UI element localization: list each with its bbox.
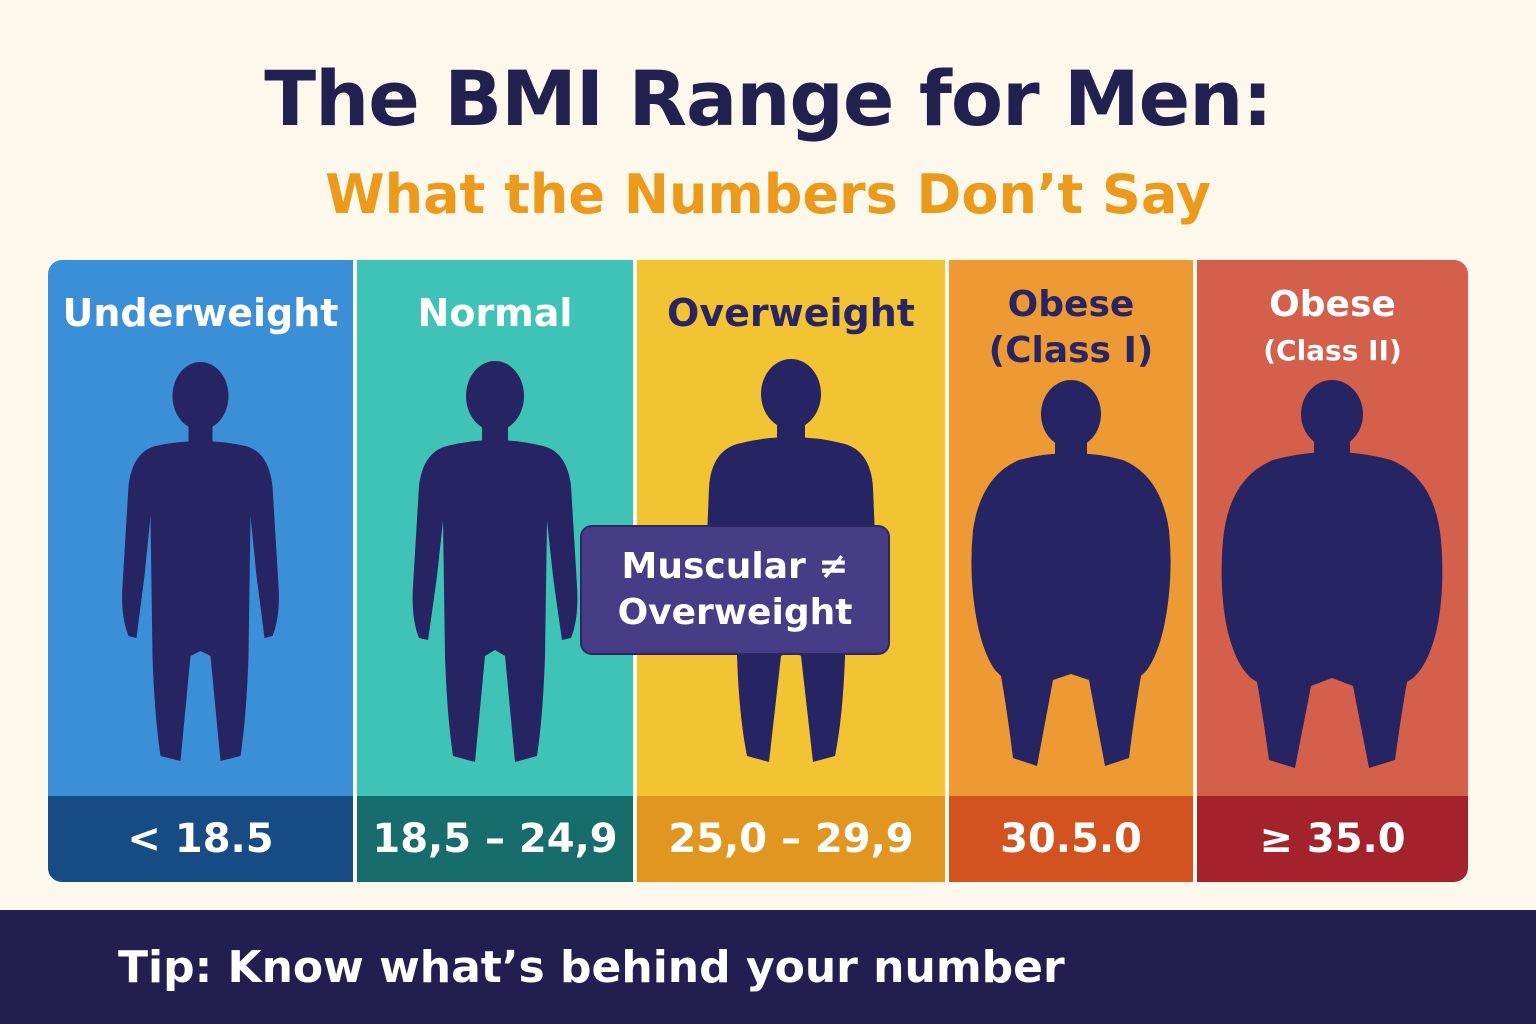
page-title: The BMI Range for Men: xyxy=(264,54,1272,143)
callout-line: Overweight xyxy=(617,592,853,633)
slim-man-figure-icon xyxy=(48,356,353,776)
category-obese-class-1-range: 30.5.0 xyxy=(949,796,1193,882)
category-label: Obese (Class II) xyxy=(1197,282,1468,374)
obese-class-2-man-figure-icon xyxy=(1197,380,1468,780)
category-label-line: Obese xyxy=(1269,284,1396,325)
footer-tip: Tip: Know what’s behind your number xyxy=(0,910,1536,1024)
category-normal-range: 18,5 – 24,9 xyxy=(357,796,633,882)
category-obese-class-1: Obese (Class I) 30.5.0 xyxy=(949,260,1193,882)
category-obese-class-2-body-area: Obese (Class II) xyxy=(1197,260,1468,796)
category-label: Underweight xyxy=(48,290,353,336)
page-subtitle: What the Numbers Don’t Say xyxy=(325,163,1211,226)
category-underweight: Underweight < 18.5 xyxy=(48,260,353,882)
category-label-line: Underweight xyxy=(62,291,339,335)
category-label: Obese (Class I) xyxy=(949,282,1193,374)
category-label-line: Obese xyxy=(1007,284,1135,325)
muscular-callout: Muscular ≠ Overweight xyxy=(580,525,890,655)
category-obese-class-2-range: ≥ 35.0 xyxy=(1197,796,1468,882)
callout-line: Muscular ≠ xyxy=(621,546,849,587)
category-obese-class-2: Obese (Class II) ≥ 35.0 xyxy=(1197,260,1468,882)
category-obese-class-1-body-area: Obese (Class I) xyxy=(949,260,1193,796)
category-normal: Normal 18,5 – 24,9 xyxy=(357,260,633,882)
category-label: Overweight xyxy=(637,290,945,336)
category-underweight-body-area: Underweight xyxy=(48,260,353,796)
category-label-line: Overweight xyxy=(667,291,915,335)
category-underweight-range: < 18.5 xyxy=(48,796,353,882)
category-label: Normal xyxy=(357,290,633,336)
normal-man-figure-icon xyxy=(357,356,633,776)
category-label-line: Normal xyxy=(417,291,573,335)
obese-class-1-man-figure-icon xyxy=(949,380,1193,780)
category-label-line: (Class I) xyxy=(988,330,1154,371)
category-normal-body-area: Normal xyxy=(357,260,633,796)
category-label-line: (Class II) xyxy=(1263,334,1402,367)
category-overweight-range: 25,0 – 29,9 xyxy=(637,796,945,882)
